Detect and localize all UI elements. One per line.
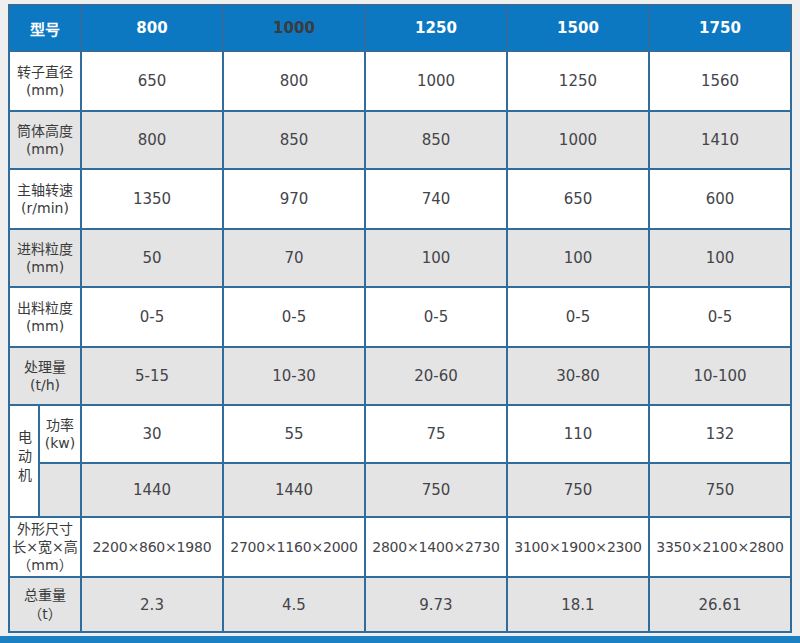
value-cell: 70	[223, 229, 365, 287]
value-cell: 850	[365, 111, 507, 169]
value-cell: 1000	[365, 51, 507, 111]
table-row: 出料粒度 (mm) 0-5 0-5 0-5 0-5 0-5	[9, 287, 791, 347]
value-cell: 2200×860×1980	[81, 517, 223, 577]
model-header-1750: 1750	[649, 5, 791, 51]
value-cell: 75	[365, 405, 507, 463]
value-cell: 740	[365, 169, 507, 229]
value-cell: 110	[507, 405, 649, 463]
table-row: 外形尺寸 长×宽×高 （mm） 2200×860×1980 2700×1160×…	[9, 517, 791, 577]
table-header-row: 型号 800 1000 1250 1500 1750	[9, 5, 791, 51]
table-row: 进料粒度 (mm) 50 70 100 100 100	[9, 229, 791, 287]
table-row: 主轴转速 (r/min) 1350 970 740 650 600	[9, 169, 791, 229]
motor-group-label: 电动机	[15, 430, 33, 487]
value-cell: 0-5	[81, 287, 223, 347]
row-label-capacity: 处理量 (t/h)	[9, 347, 81, 405]
row-label-overall-dimensions: 外形尺寸 长×宽×高 （mm）	[9, 517, 81, 577]
motor-group-label-cell: 电动机	[9, 405, 39, 517]
value-cell: 1560	[649, 51, 791, 111]
value-cell: 100	[365, 229, 507, 287]
value-cell: 2.3	[81, 577, 223, 632]
value-cell: 0-5	[649, 287, 791, 347]
row-label-spindle-speed: 主轴转速 (r/min)	[9, 169, 81, 229]
row-label-total-weight: 总重量 （t）	[9, 577, 81, 632]
table-row: 总重量 （t） 2.3 4.5 9.73 18.1 26.61	[9, 577, 791, 632]
value-cell: 0-5	[507, 287, 649, 347]
spec-table: 型号 800 1000 1250 1500 1750 转子直径 (mm) 650…	[8, 4, 792, 633]
value-cell: 1000	[507, 111, 649, 169]
row-label-rotor-diameter: 转子直径 (mm)	[9, 51, 81, 111]
value-cell: 0-5	[223, 287, 365, 347]
value-cell: 750	[507, 463, 649, 517]
value-cell: 30-80	[507, 347, 649, 405]
row-label-barrel-height: 筒体高度 (mm)	[9, 111, 81, 169]
value-cell: 1250	[507, 51, 649, 111]
value-cell: 650	[507, 169, 649, 229]
value-cell: 800	[81, 111, 223, 169]
model-column-corner: 型号	[9, 5, 81, 51]
value-cell: 20-60	[365, 347, 507, 405]
value-cell: 5-15	[81, 347, 223, 405]
value-cell: 850	[223, 111, 365, 169]
value-cell: 3350×2100×2800	[649, 517, 791, 577]
value-cell: 650	[81, 51, 223, 111]
table-row: 电动机 功率 (kw) 30 55 75 110 132	[9, 405, 791, 463]
table-row: 1440 1440 750 750 750	[9, 463, 791, 517]
value-cell: 9.73	[365, 577, 507, 632]
model-header-800: 800	[81, 5, 223, 51]
value-cell: 4.5	[223, 577, 365, 632]
value-cell: 800	[223, 51, 365, 111]
value-cell: 970	[223, 169, 365, 229]
table-row: 处理量 (t/h) 5-15 10-30 20-60 30-80 10-100	[9, 347, 791, 405]
value-cell: 750	[649, 463, 791, 517]
value-cell: 1350	[81, 169, 223, 229]
value-cell: 1410	[649, 111, 791, 169]
value-cell: 50	[81, 229, 223, 287]
value-cell: 132	[649, 405, 791, 463]
value-cell: 2700×1160×2000	[223, 517, 365, 577]
value-cell: 18.1	[507, 577, 649, 632]
value-cell: 30	[81, 405, 223, 463]
value-cell: 600	[649, 169, 791, 229]
value-cell: 3100×1900×2300	[507, 517, 649, 577]
value-cell: 0-5	[365, 287, 507, 347]
model-header-1500: 1500	[507, 5, 649, 51]
value-cell: 100	[507, 229, 649, 287]
value-cell: 10-100	[649, 347, 791, 405]
motor-speed-label	[39, 463, 81, 517]
value-cell: 2800×1400×2730	[365, 517, 507, 577]
value-cell: 10-30	[223, 347, 365, 405]
value-cell: 100	[649, 229, 791, 287]
value-cell: 55	[223, 405, 365, 463]
value-cell: 1440	[81, 463, 223, 517]
bottom-blue-bar	[0, 636, 800, 643]
table-row: 转子直径 (mm) 650 800 1000 1250 1560	[9, 51, 791, 111]
row-label-discharge-size: 出料粒度 (mm)	[9, 287, 81, 347]
value-cell: 26.61	[649, 577, 791, 632]
value-cell: 1440	[223, 463, 365, 517]
table-row: 筒体高度 (mm) 800 850 850 1000 1410	[9, 111, 791, 169]
row-label-feed-size: 进料粒度 (mm)	[9, 229, 81, 287]
motor-power-label: 功率 (kw)	[39, 405, 81, 463]
value-cell: 750	[365, 463, 507, 517]
model-header-1250: 1250	[365, 5, 507, 51]
model-header-1000: 1000	[223, 5, 365, 51]
